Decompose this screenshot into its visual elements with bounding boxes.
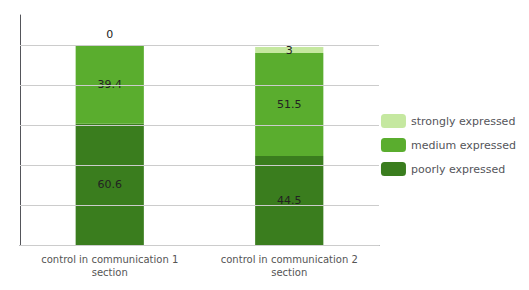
- svg-text:39.4: 39.4: [98, 78, 123, 91]
- svg-text:strongly expressed: strongly expressed: [411, 115, 515, 128]
- svg-text:44.5: 44.5: [277, 194, 302, 207]
- svg-text:medium expressed: medium expressed: [411, 139, 516, 152]
- svg-text:section: section: [92, 267, 128, 278]
- svg-text:poorly expressed: poorly expressed: [411, 163, 505, 176]
- svg-text:51.5: 51.5: [277, 98, 302, 111]
- svg-text:control in communication 1: control in communication 1: [41, 254, 178, 265]
- svg-text:60.6: 60.6: [98, 178, 123, 191]
- svg-text:3: 3: [285, 43, 293, 57]
- svg-text:section: section: [271, 267, 307, 278]
- svg-text:control in communication 2: control in communication 2: [221, 254, 358, 265]
- svg-text:0: 0: [106, 28, 113, 41]
